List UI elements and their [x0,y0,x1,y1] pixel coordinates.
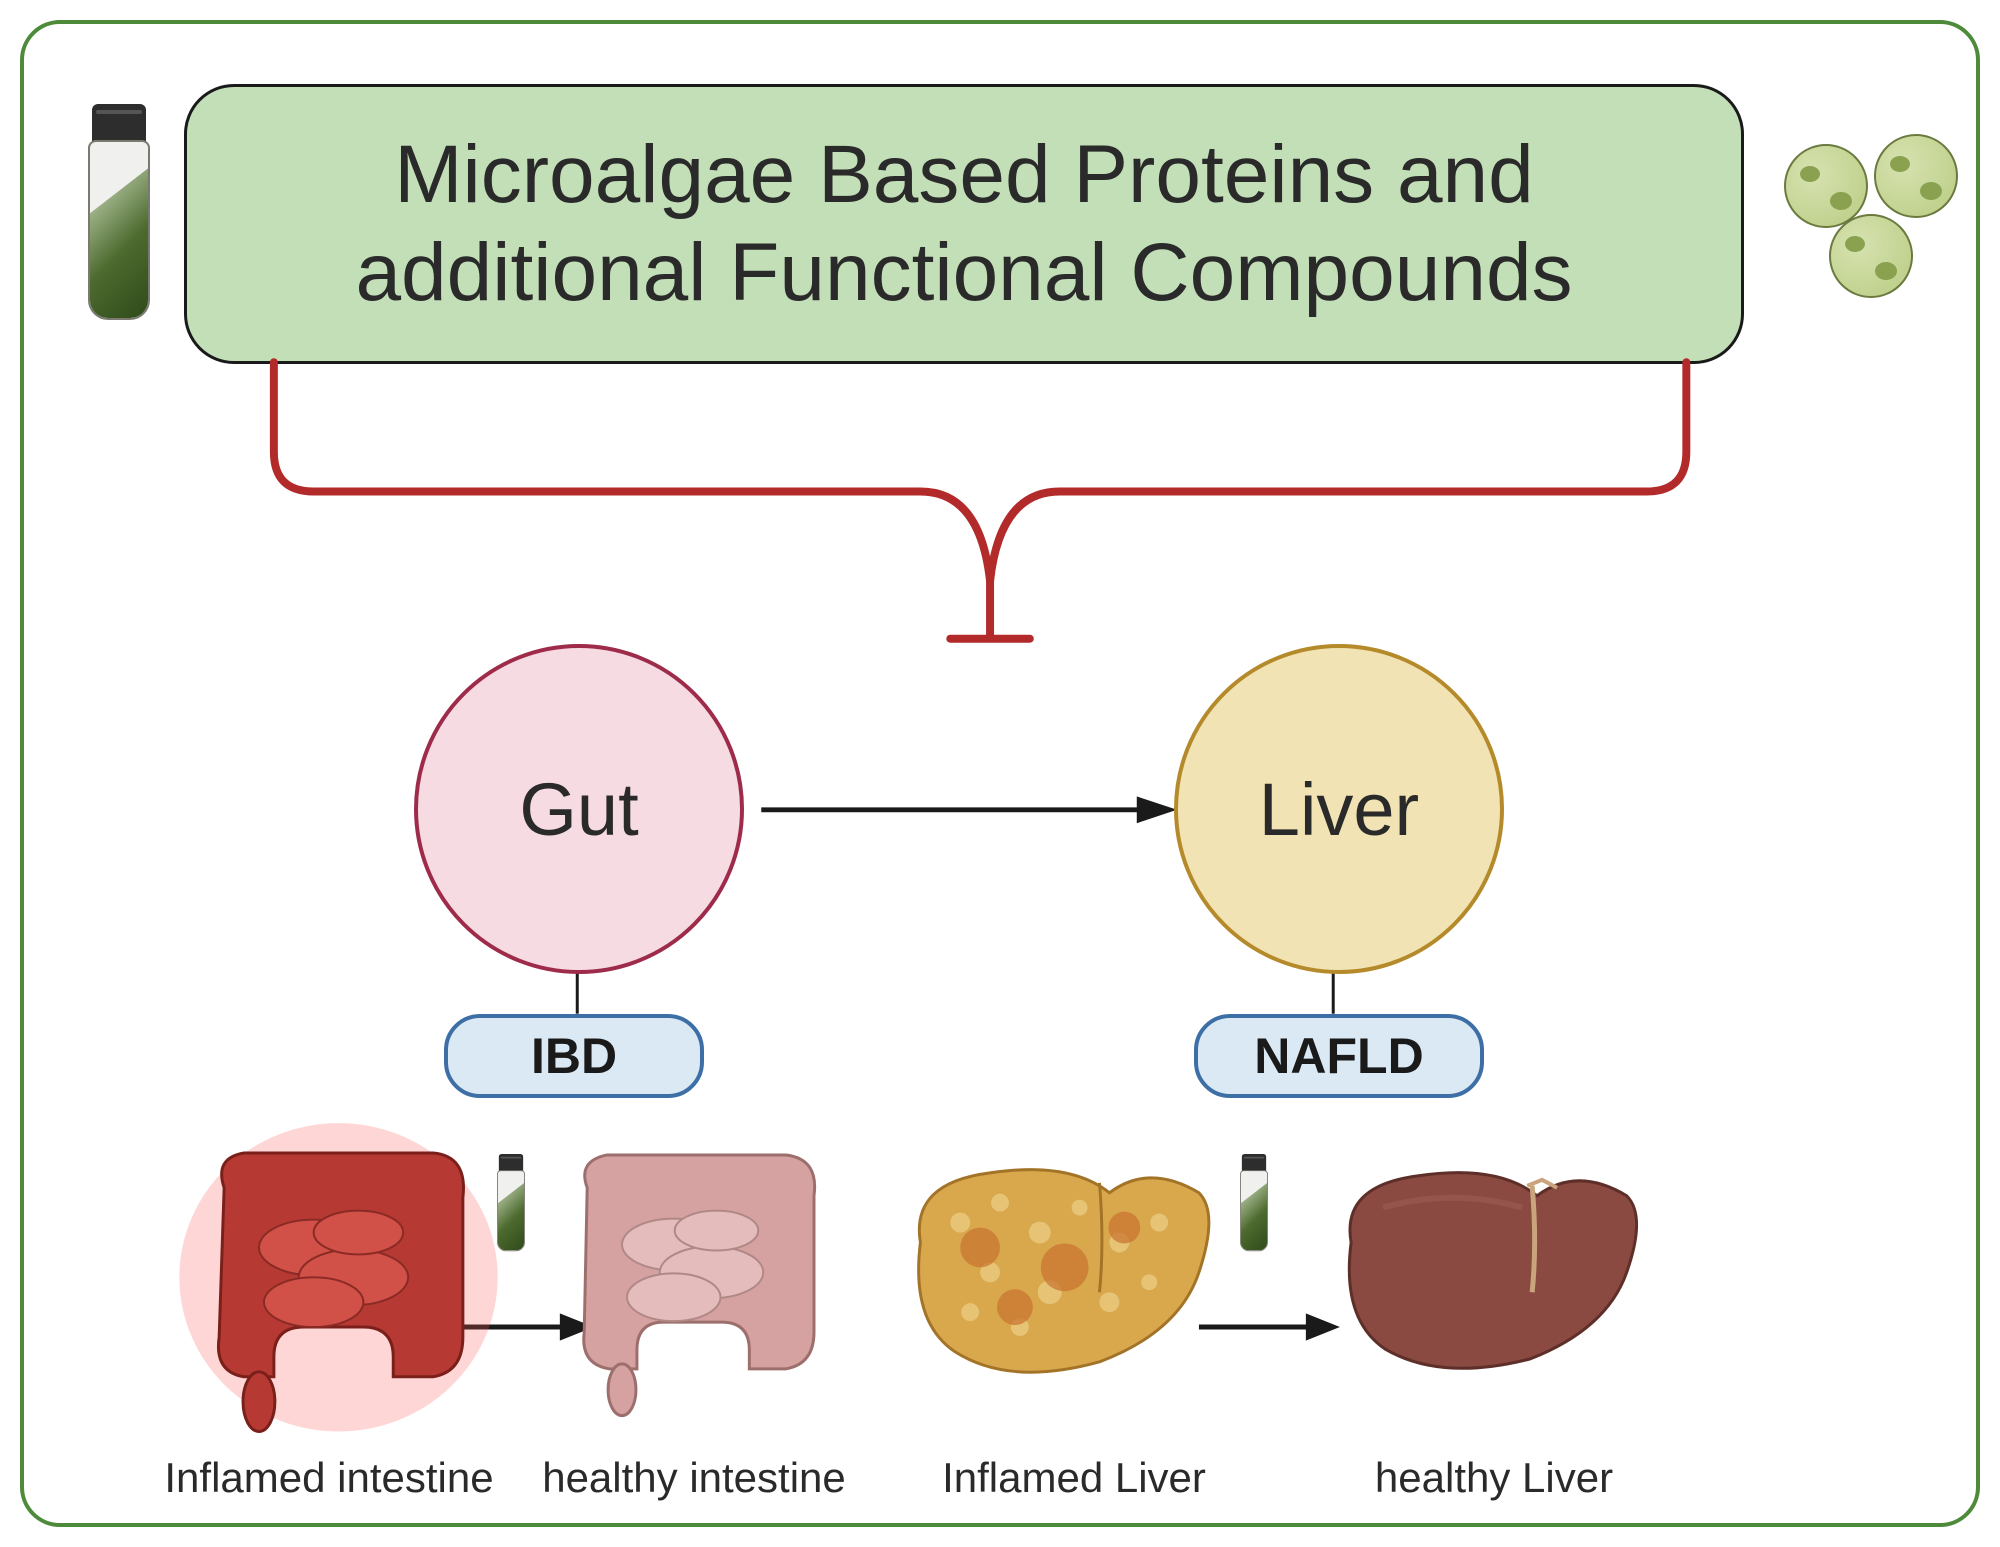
liver-disease-label: NAFLD [1254,1027,1423,1085]
liver-circle-label: Liver [1259,767,1419,852]
caption-gut-healthy: healthy intestine [534,1454,854,1502]
healthy-intestine-icon [584,1155,815,1416]
gut-circle-label: Gut [519,767,638,852]
healthy-liver-icon [1349,1173,1636,1369]
vial-icon [84,104,154,324]
algae-cells-icon [1784,134,1974,304]
caption-gut-inflamed: Inflamed intestine [164,1454,494,1502]
vial-icon-gut [495,1154,527,1253]
gut-circle: Gut [414,644,744,974]
inflamed-liver-icon [919,1170,1209,1373]
gut-disease-pill: IBD [444,1014,704,1098]
liver-circle: Liver [1174,644,1504,974]
diagram-frame: Microalgae Based Proteins and additional… [20,20,1980,1527]
title-text: Microalgae Based Proteins and additional… [227,126,1701,323]
liver-disease-pill: NAFLD [1194,1014,1484,1098]
title-box: Microalgae Based Proteins and additional… [184,84,1744,364]
gut-disease-label: IBD [531,1027,617,1085]
caption-liver-inflamed: Inflamed Liver [924,1454,1224,1502]
vial-icon-liver [1238,1154,1270,1253]
inflamed-intestine-icon [179,1123,497,1431]
caption-liver-healthy: healthy Liver [1344,1454,1644,1502]
